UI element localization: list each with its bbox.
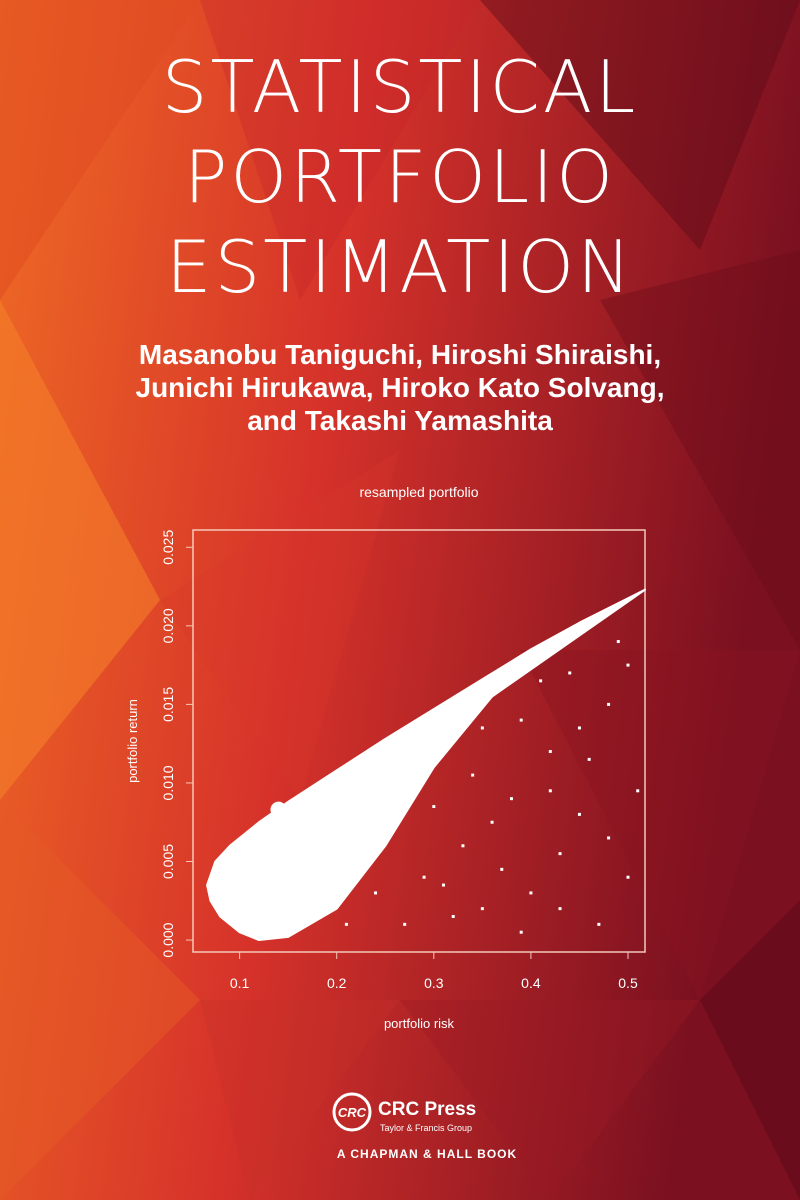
point (548, 750, 552, 754)
point (344, 922, 348, 926)
point (383, 765, 387, 769)
highlight-point (270, 801, 287, 818)
y-tick-label: 0.010 (160, 765, 176, 800)
point (607, 702, 611, 706)
point (432, 805, 436, 809)
logo-circle (332, 1092, 372, 1132)
point (607, 836, 611, 840)
point (374, 891, 378, 895)
point (558, 852, 562, 856)
point (480, 726, 484, 730)
point (500, 867, 504, 871)
point (568, 671, 572, 675)
title-line: STATISTICAL (162, 45, 639, 129)
point (509, 797, 513, 801)
point (597, 616, 601, 620)
point (403, 922, 407, 926)
point (577, 812, 581, 816)
x-tick-label: 0.1 (230, 975, 250, 991)
chart: resampled portfolio portfolio risk portfol… (125, 484, 646, 1031)
author-line: Masanobu Taniguchi, Hiroshi Shiraishi, (139, 339, 661, 370)
point (577, 726, 581, 730)
point (636, 789, 640, 793)
point (626, 663, 630, 667)
point (451, 914, 455, 918)
x-tick-label: 0.5 (618, 975, 638, 991)
point (354, 828, 358, 832)
y-tick-label: 0.000 (160, 922, 176, 957)
plot-frame (192, 529, 646, 953)
point (587, 757, 591, 761)
point (412, 742, 416, 746)
x-axis-label: portfolio risk (384, 1016, 455, 1031)
x-tick-label: 0.2 (327, 975, 347, 991)
point (558, 907, 562, 911)
y-tick-label: 0.020 (160, 608, 176, 643)
publisher-name: CRC Press (378, 1099, 476, 1120)
point (393, 797, 397, 801)
point (442, 883, 446, 887)
point (490, 820, 494, 824)
point (519, 930, 523, 934)
point (597, 922, 601, 926)
point (480, 907, 484, 911)
x-tick-label: 0.4 (521, 975, 541, 991)
point (529, 891, 533, 895)
title-line: PORTFOLIO (184, 135, 616, 219)
y-tick-label: 0.015 (160, 687, 176, 722)
title-line: ESTIMATION (166, 225, 634, 309)
publisher: CRC CRC Press Taylor & Francis Group A CHAP… (332, 1092, 517, 1161)
chart-title: resampled portfolio (359, 484, 478, 500)
point (461, 844, 465, 848)
point (519, 718, 523, 722)
point (422, 875, 426, 879)
author-line: and Takashi Yamashita (247, 405, 553, 436)
logo-text: CRC (338, 1105, 367, 1120)
point (364, 789, 368, 793)
author-line: Junichi Hirukawa, Hiroko Kato Solvang, (136, 372, 665, 403)
point (548, 789, 552, 793)
y-axis-label: portfolio return (125, 699, 140, 783)
y-tick-label: 0.025 (160, 530, 176, 565)
y-tick-label: 0.005 (160, 844, 176, 879)
point (471, 773, 475, 777)
point (442, 750, 446, 754)
point (616, 640, 620, 644)
publisher-imprint: A CHAPMAN & HALL BOOK (337, 1147, 517, 1161)
point (626, 875, 630, 879)
point (539, 679, 543, 683)
publisher-group: Taylor & Francis Group (380, 1123, 472, 1133)
x-tick-label: 0.3 (424, 975, 444, 991)
